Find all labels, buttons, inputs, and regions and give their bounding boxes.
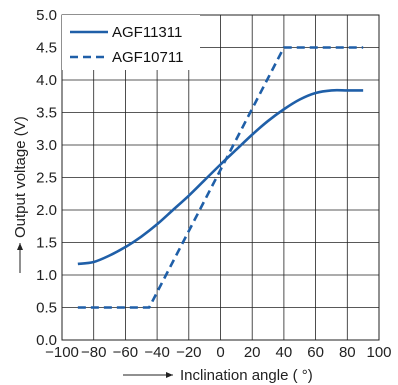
series-lines bbox=[77, 46, 364, 309]
y-tick-label: 2.0 bbox=[36, 202, 57, 219]
x-tick-label: 20 bbox=[244, 344, 261, 361]
x-tick-label: 0 bbox=[216, 344, 224, 361]
grid bbox=[62, 15, 379, 340]
y-tick-label: 1.0 bbox=[36, 267, 57, 284]
legend: AGF11311 AGF10711 bbox=[62, 15, 200, 70]
x-axis-label: Inclination angle ( °) bbox=[180, 367, 313, 384]
series-line-agf10711 bbox=[77, 46, 364, 309]
x-tick-label: 60 bbox=[307, 344, 324, 361]
y-tick-label: 4.5 bbox=[36, 40, 57, 57]
y-tick-label: 0.0 bbox=[36, 332, 57, 349]
x-axis-title: Inclination angle ( °) bbox=[123, 367, 313, 384]
legend-box bbox=[62, 15, 200, 70]
x-tick-label: −80 bbox=[81, 344, 106, 361]
x-tick-label: 40 bbox=[276, 344, 293, 361]
x-tick-labels: −100 −80 −60 −40 −20 0 20 40 60 80 100 bbox=[45, 344, 391, 361]
x-tick-label: 80 bbox=[339, 344, 356, 361]
x-tick-label: −100 bbox=[45, 344, 79, 361]
y-tick-label: 1.5 bbox=[36, 235, 57, 252]
y-tick-label: 2.5 bbox=[36, 170, 57, 187]
series-line-agf11311 bbox=[77, 88, 364, 266]
legend-label: AGF10711 bbox=[112, 49, 183, 66]
legend-label: AGF11311 bbox=[112, 24, 182, 41]
x-tick-label: −20 bbox=[176, 344, 201, 361]
y-tick-label: 3.0 bbox=[36, 137, 57, 154]
x-tick-label: −60 bbox=[113, 344, 138, 361]
x-tick-label: 100 bbox=[366, 344, 391, 361]
y-tick-label: 5.0 bbox=[36, 7, 57, 24]
y-tick-label: 3.5 bbox=[36, 105, 57, 122]
x-tick-label: −40 bbox=[144, 344, 169, 361]
y-axis-label: Output voltage (V) bbox=[12, 116, 29, 238]
y-tick-label: 4.0 bbox=[36, 72, 57, 89]
y-tick-label: 0.5 bbox=[36, 300, 57, 317]
y-axis-title: Output voltage (V) bbox=[12, 116, 29, 273]
y-tick-labels: 0.0 0.5 1.0 1.5 2.0 2.5 3.0 3.5 4.0 4.5 5.0 bbox=[36, 7, 57, 349]
